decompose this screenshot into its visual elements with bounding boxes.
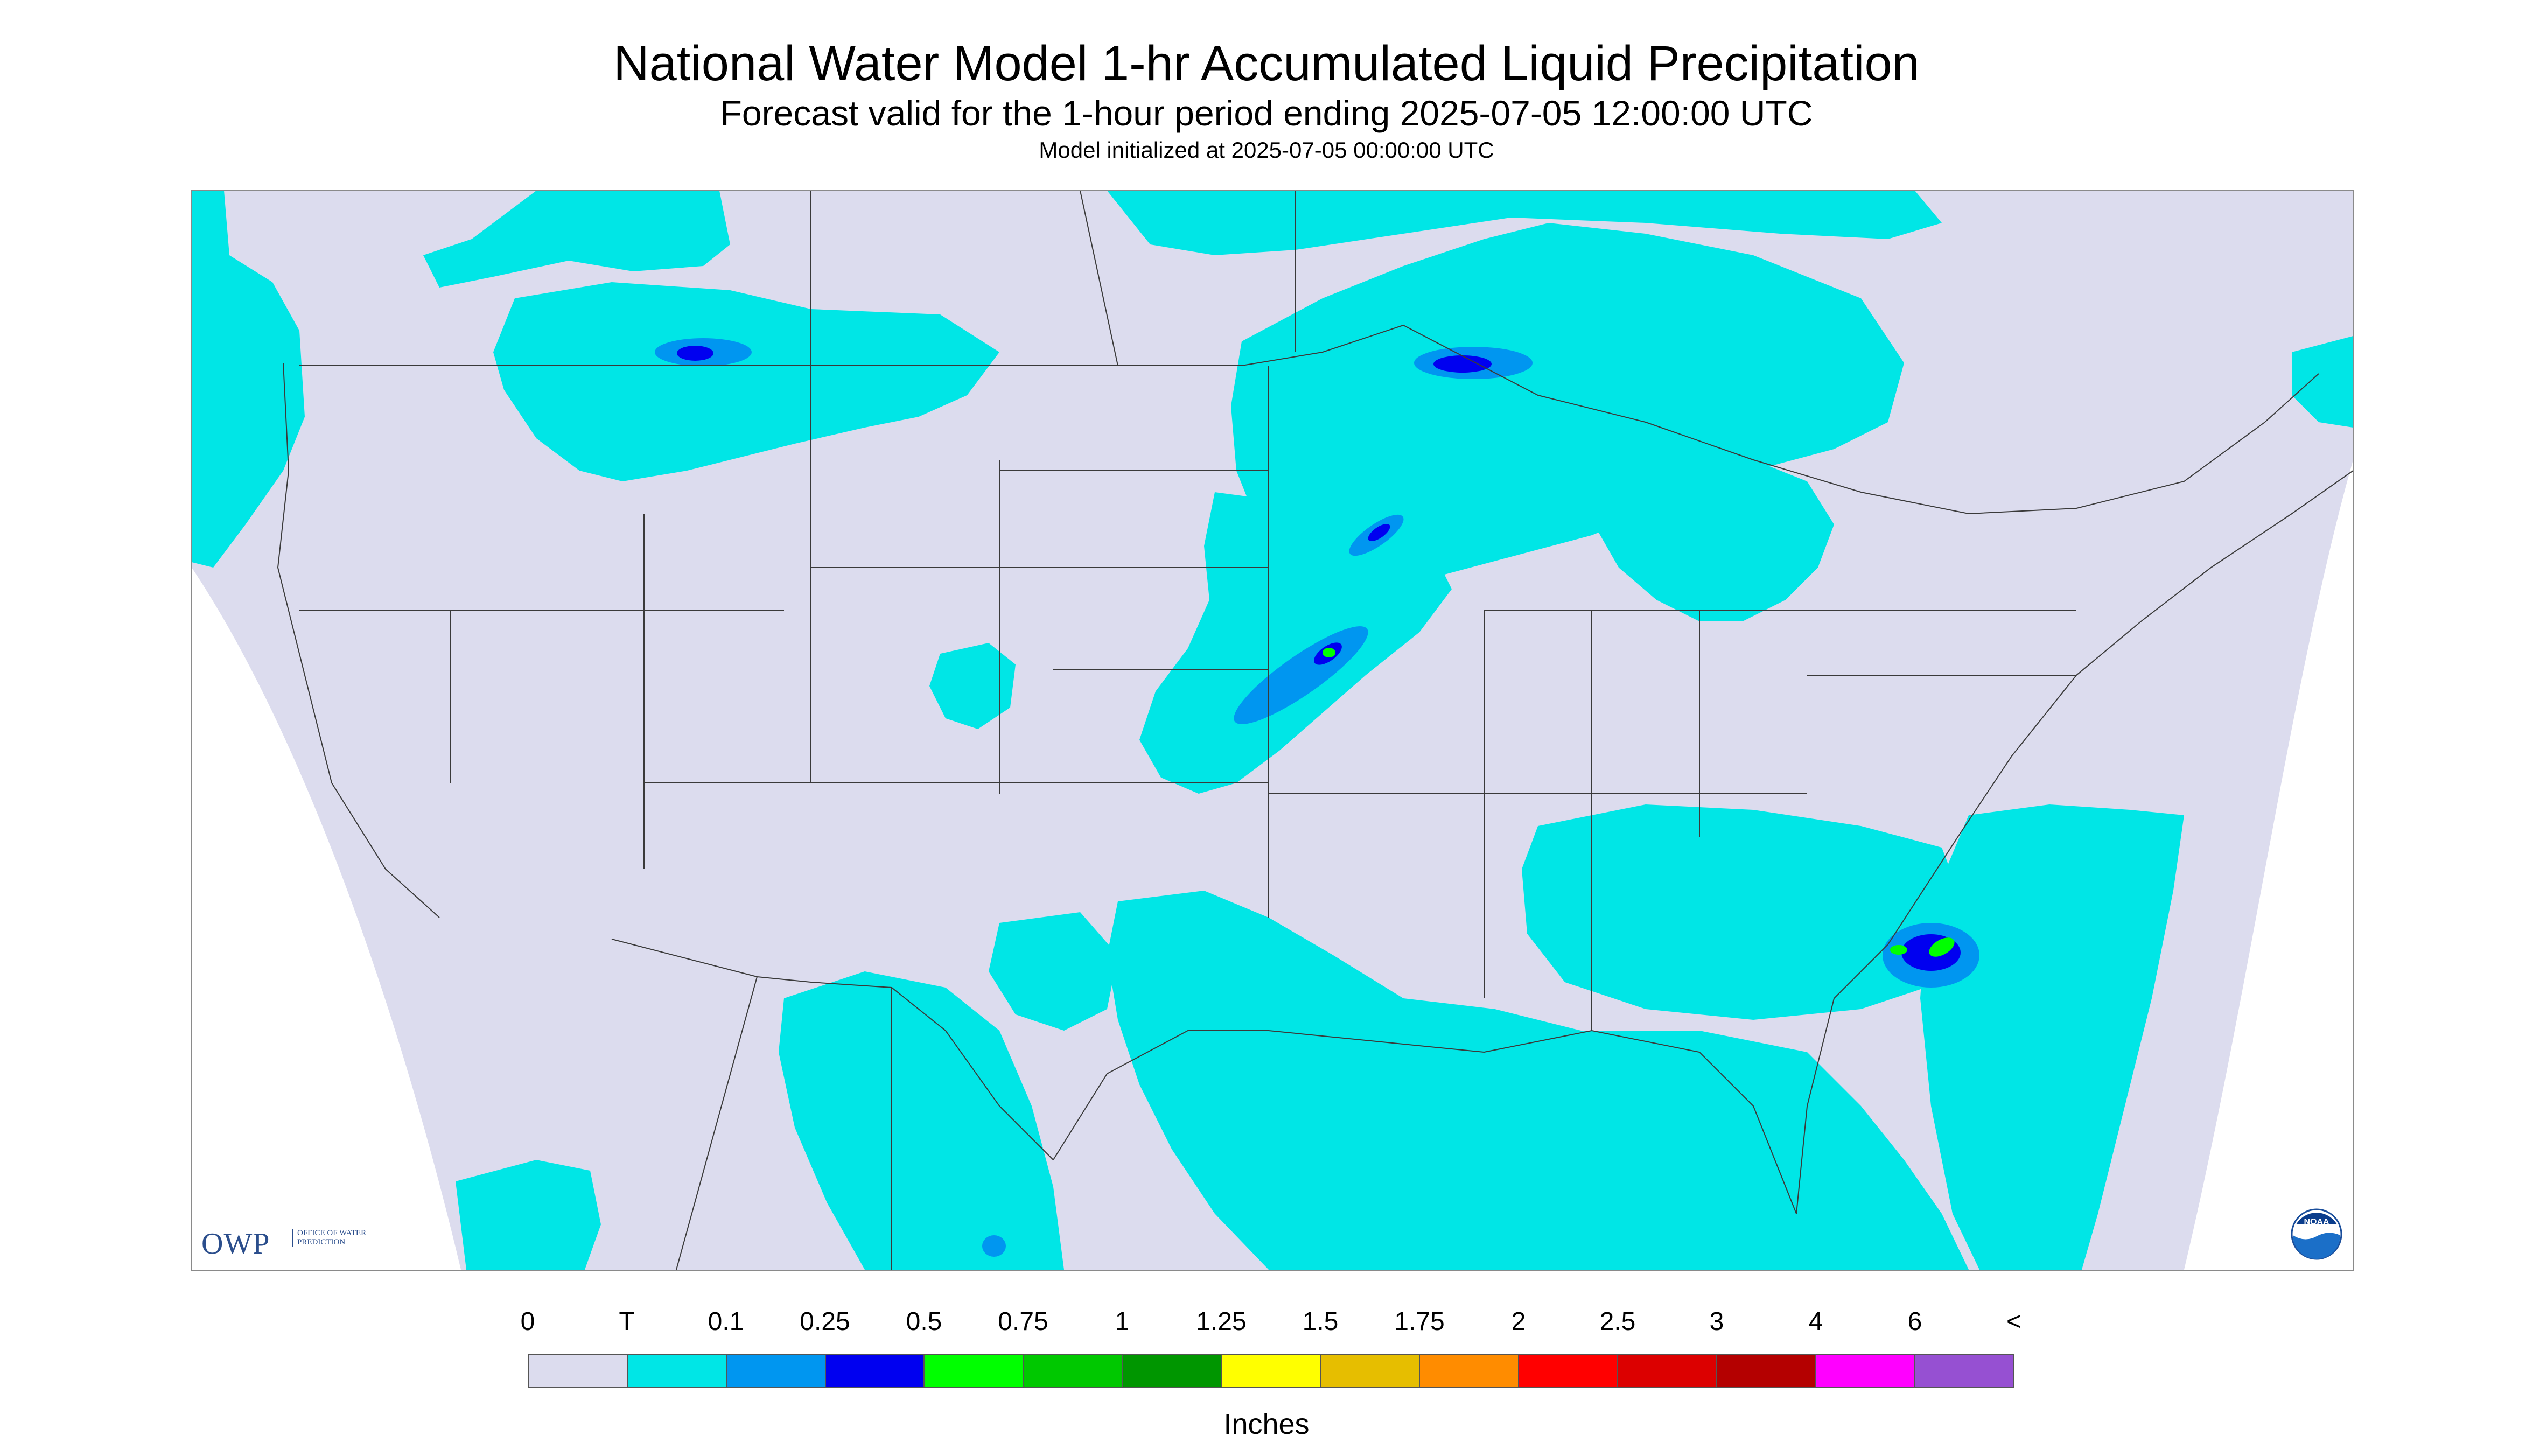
legend-tick-15: < — [2006, 1307, 2022, 1336]
legend-swatch-4 — [925, 1355, 1024, 1387]
legend-swatch-2 — [726, 1355, 826, 1387]
precip-0.25-montana — [677, 346, 713, 361]
legend-tick-12: 3 — [1709, 1307, 1724, 1336]
legend-swatch-1 — [627, 1355, 727, 1387]
legend-color-bar — [528, 1354, 2014, 1388]
legend-tick-6: 1 — [1115, 1307, 1130, 1336]
legend-swatch-10 — [1519, 1355, 1618, 1387]
precip-core-mexico — [982, 1235, 1006, 1257]
precip-colorado — [929, 643, 1016, 729]
legend-tick-8: 1.5 — [1302, 1307, 1339, 1336]
legend-tick-4: 0.5 — [906, 1307, 942, 1336]
precip-atlantic-offshore — [1920, 804, 2184, 1270]
legend-swatch-13 — [1816, 1355, 1915, 1387]
political-boundaries — [277, 191, 2353, 1270]
legend-swatch-0 — [529, 1355, 628, 1387]
precip-0.5-areas — [1323, 648, 1955, 957]
precip-gulf-southeast — [1107, 891, 1969, 1270]
precip-great-lakes — [1592, 460, 1834, 621]
boundary-canada-2 — [1080, 191, 1118, 366]
us-canada-border — [299, 324, 2319, 515]
precip-montana — [493, 282, 999, 481]
precip-upper-midwest — [1231, 223, 1904, 589]
precip-trace-areas — [192, 191, 2353, 1270]
atlantic-coast — [1796, 470, 2353, 1214]
legend-tick-5: 0.75 — [998, 1307, 1048, 1336]
legend-swatch-12 — [1717, 1355, 1816, 1387]
precip-eastern-pacific — [456, 1160, 601, 1270]
precip-pacific-nw — [192, 191, 305, 568]
precip-southeast-inland — [1522, 804, 1969, 1020]
legend-tick-0: 0 — [520, 1307, 535, 1336]
precip-0.5-carolina-a — [1929, 937, 1955, 957]
model-init-line: Model initialized at 2025-07-05 00:00:00… — [1039, 137, 1494, 163]
legend-swatch-6 — [1123, 1355, 1222, 1387]
legend-swatch-5 — [1024, 1355, 1123, 1387]
legend-swatch-7 — [1222, 1355, 1321, 1387]
noaa-logo: NOAA — [2291, 1208, 2342, 1260]
precip-northern-mexico — [779, 971, 1064, 1270]
precip-texas-west — [989, 912, 1118, 1031]
legend-tick-13: 4 — [1808, 1307, 1823, 1336]
map-canvas — [192, 191, 2353, 1270]
gulf-coast — [1053, 1030, 1797, 1214]
legend-swatch-9 — [1419, 1355, 1519, 1387]
legend-tick-10: 2 — [1511, 1307, 1526, 1336]
precip-0.5-carolina-b — [1890, 945, 1907, 955]
precipitation-map: OWP OFFICE OF WATER PREDICTION NOAA — [191, 190, 2354, 1271]
legend-swatch-3 — [825, 1355, 925, 1387]
legend-swatch-8 — [1320, 1355, 1420, 1387]
legend-tick-7: 1.25 — [1196, 1307, 1247, 1336]
legend-tick-9: 1.75 — [1394, 1307, 1445, 1336]
pacific-coast — [277, 362, 440, 918]
map-title: National Water Model 1-hr Accumulated Li… — [613, 36, 1920, 91]
legend-units-label: Inches — [1223, 1408, 1310, 1440]
legend-swatch-11 — [1618, 1355, 1717, 1387]
precip-canada-north — [1107, 191, 1942, 255]
boundary-mexico-1 — [676, 976, 758, 1270]
precip-0.25-superior — [1433, 355, 1492, 373]
noaa-logo-text: NOAA — [2304, 1217, 2329, 1227]
precip-idaho — [423, 191, 730, 288]
color-legend: 0 T 0.1 0.25 0.5 0.75 1 1.25 1.5 1.75 2 2.5 3 4 6 < — [521, 1307, 2021, 1388]
legend-tick-11: 2.5 — [1599, 1307, 1636, 1336]
legend-tick-2: 0.1 — [708, 1307, 744, 1336]
precip-new-england — [2292, 336, 2353, 428]
legend-tick-14: 6 — [1907, 1307, 1922, 1336]
map-subtitle: Forecast valid for the 1-hour period end… — [720, 93, 1813, 133]
precip-0.25-wisconsin — [1368, 523, 1390, 542]
legend-tick-3: 0.25 — [800, 1307, 850, 1336]
precip-0.5-iowa — [1323, 648, 1335, 657]
owp-logo-subtitle: OFFICE OF WATER PREDICTION — [292, 1229, 373, 1247]
legend-tick-1: T — [619, 1307, 635, 1336]
owp-logo-text: OWP — [201, 1227, 270, 1261]
legend-swatch-14 — [1915, 1355, 2013, 1387]
